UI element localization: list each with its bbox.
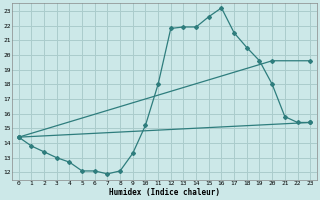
X-axis label: Humidex (Indice chaleur): Humidex (Indice chaleur) (109, 188, 220, 197)
